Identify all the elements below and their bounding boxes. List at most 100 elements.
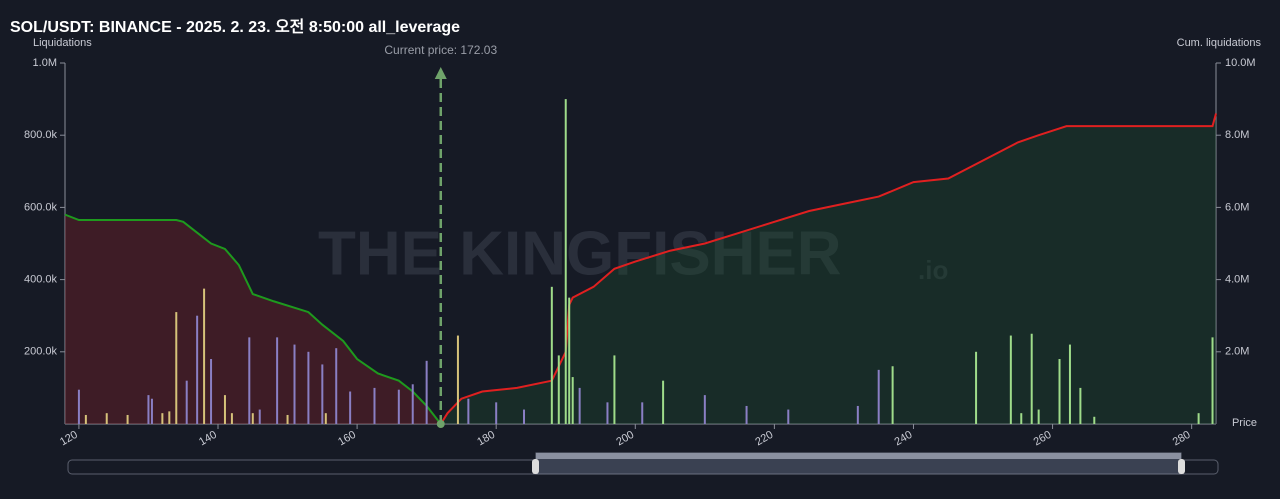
bar <box>495 402 498 424</box>
line <box>439 113 1217 425</box>
bar <box>1037 409 1040 424</box>
area <box>440 113 1217 424</box>
y-tick-label: 800.0k <box>24 129 58 141</box>
bar <box>307 351 310 424</box>
bar <box>77 389 80 424</box>
y-tick-label: 400.0k <box>24 274 58 286</box>
x-tick-label: 240 <box>893 429 915 449</box>
bar <box>1079 387 1082 424</box>
bar <box>1030 333 1033 424</box>
bar <box>571 377 574 424</box>
scroll-handle[interactable] <box>532 459 539 474</box>
x-tick-label: 180 <box>475 429 497 449</box>
bar <box>787 409 790 424</box>
bar <box>248 337 251 424</box>
bar <box>175 312 178 424</box>
bar <box>105 413 108 424</box>
y2-tick-label: 6.0M <box>1225 201 1249 213</box>
bar <box>1068 344 1071 424</box>
bar <box>210 359 213 424</box>
bar <box>185 380 188 424</box>
y2-tick-label: 4.0M <box>1225 274 1249 286</box>
bar <box>975 351 978 424</box>
bar <box>606 402 609 424</box>
y2-tick-label: 8.0M <box>1225 129 1249 141</box>
scrollbar[interactable] <box>67 452 1219 475</box>
x-tick-label: 140 <box>197 429 219 449</box>
bar <box>168 411 171 424</box>
bar <box>147 395 150 424</box>
x-axis-label: Price <box>1232 417 1257 429</box>
bar <box>373 387 376 424</box>
bar <box>203 288 206 424</box>
bar <box>126 414 129 424</box>
scroll-grip <box>536 453 1181 459</box>
bar <box>557 355 560 424</box>
bar <box>456 335 459 424</box>
scroll-handle[interactable] <box>1178 459 1185 474</box>
bar <box>150 398 153 424</box>
bar <box>258 409 261 424</box>
watermark-suffix: .io <box>918 255 948 285</box>
bar <box>411 384 414 424</box>
watermark: THE KINGFISHER <box>318 219 842 288</box>
bar <box>856 405 859 424</box>
bar <box>1197 413 1200 424</box>
line <box>64 213 442 425</box>
y-tick-label: 600.0k <box>24 201 58 213</box>
bar <box>550 286 553 424</box>
area <box>65 214 441 424</box>
bar <box>703 395 706 424</box>
x-tick-label: 260 <box>1032 429 1054 449</box>
bar <box>251 413 254 424</box>
current-price-dot <box>436 420 445 428</box>
y2-tick-label: 2.0M <box>1225 346 1249 358</box>
x-tick-label: 120 <box>58 429 80 449</box>
bar <box>745 405 748 424</box>
bar <box>196 315 199 424</box>
bar <box>293 344 296 424</box>
x-tick-label: 160 <box>336 429 358 449</box>
bar <box>324 413 327 424</box>
bar <box>568 297 571 424</box>
bar <box>564 99 567 424</box>
y-axis-label: Liquidations <box>33 37 92 49</box>
bar <box>891 366 894 424</box>
bar <box>523 409 526 424</box>
current-price-arrow <box>434 67 447 79</box>
bar <box>230 413 233 424</box>
bar <box>1058 359 1061 424</box>
bar <box>613 355 616 424</box>
bar <box>641 402 644 424</box>
y-tick-label: 200.0k <box>24 346 58 358</box>
bar <box>223 395 226 424</box>
bar <box>1093 416 1096 424</box>
bar <box>662 380 665 424</box>
x-tick-label: 220 <box>753 429 775 449</box>
bar <box>286 414 289 424</box>
plot-area <box>60 62 1221 429</box>
bar <box>1211 337 1214 424</box>
bar <box>425 360 428 424</box>
x-tick-label: 200 <box>614 429 636 449</box>
bar <box>84 414 87 424</box>
y-tick-label: 1.0M <box>33 57 57 69</box>
bar <box>349 391 352 424</box>
y2-axis-label: Cum. liquidations <box>1177 37 1262 49</box>
bar <box>335 348 338 424</box>
x-tick-label: 280 <box>1171 429 1193 449</box>
bar <box>161 413 164 424</box>
chart-title: SOL/USDT: BINANCE - 2025. 2. 23. 오전 8:50… <box>10 18 460 36</box>
current-price-label: Current price: 172.03 <box>384 43 497 57</box>
bar <box>467 398 470 424</box>
bar <box>276 337 279 424</box>
bar <box>321 364 324 424</box>
y2-tick-label: 10.0M <box>1225 57 1256 69</box>
bar <box>1009 335 1012 424</box>
bar <box>877 369 880 424</box>
bar <box>397 389 400 424</box>
bar <box>1020 413 1023 424</box>
bar <box>578 387 581 424</box>
